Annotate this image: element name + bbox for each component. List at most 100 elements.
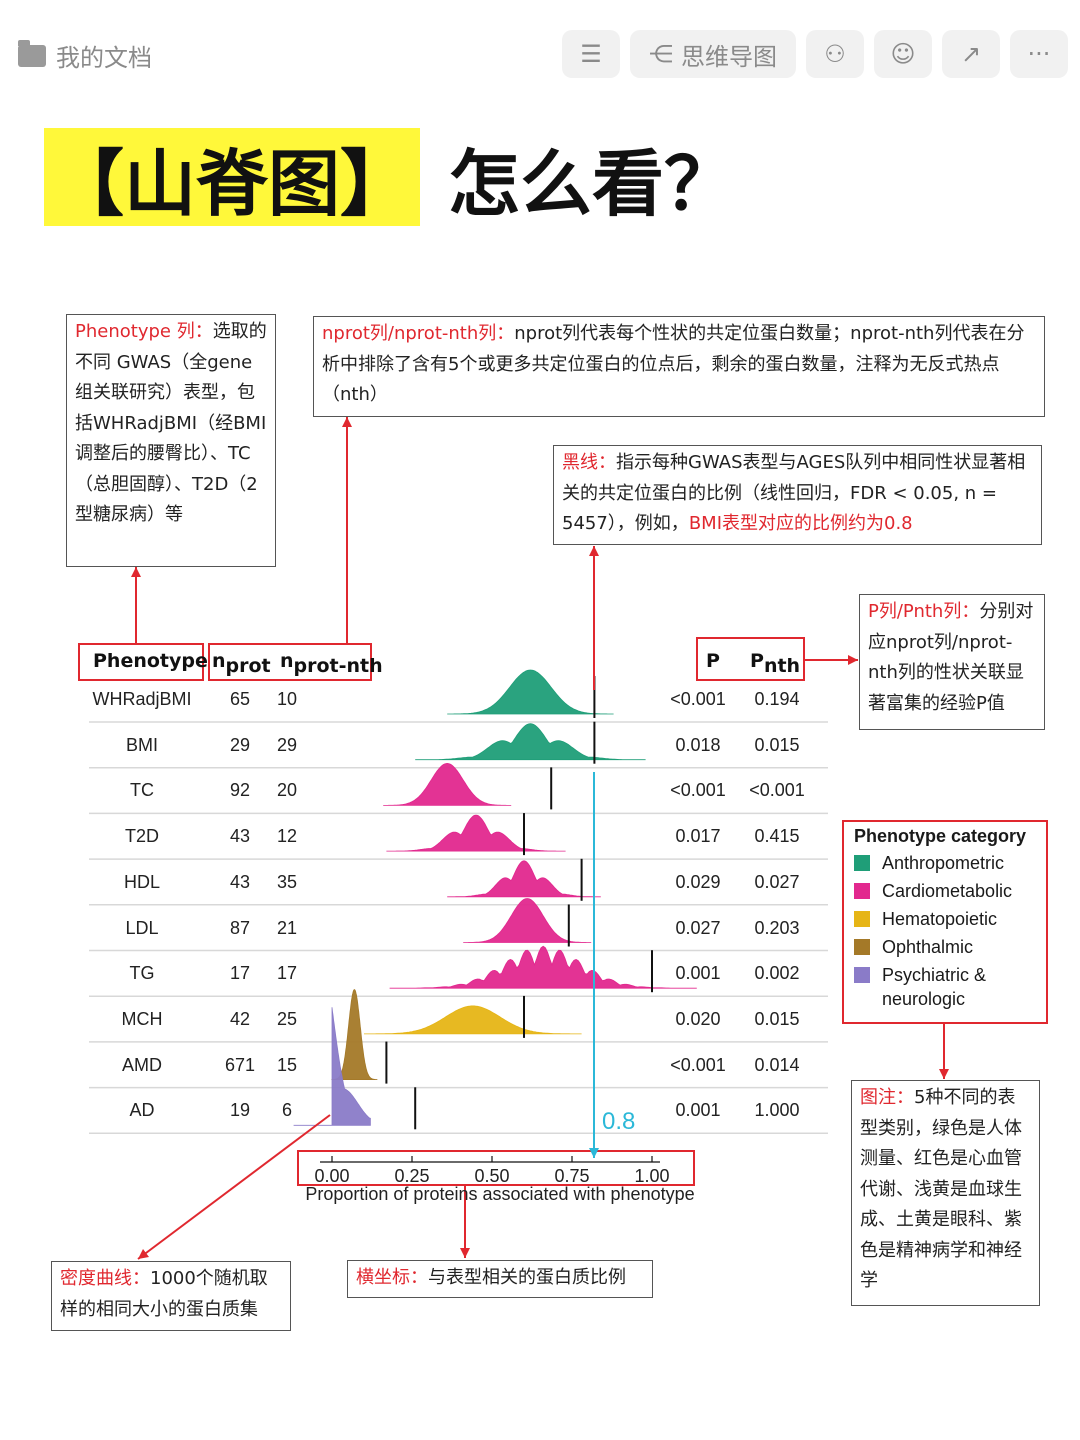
density-ridge-ldl [463,898,592,943]
x-tick-label: 1.00 [634,1166,669,1186]
collaborators-button[interactable]: ☺ [874,30,932,78]
header-nprot-nth: nprot-nth [280,650,383,677]
cell-p: <0.001 [670,780,726,801]
legend-label: Anthropometric [882,853,1005,873]
share-button[interactable]: ↗ [942,30,1000,78]
cell-nprot: 87 [229,917,251,938]
legend-item: Hematopoietic [854,907,1036,931]
cell-p-nth: 0.002 [754,963,800,984]
cell-nprot: 43 [229,871,251,892]
annotation-key: nprot列/nprot-nth列： [322,323,515,344]
cell-p-nth: 0.415 [754,826,800,847]
cell-nprot-nth: 25 [276,1008,298,1029]
breadcrumb[interactable]: 我的文档 [18,38,152,73]
annotation-legend-note: 图注：5种不同的表型类别，绿色是人体测量、红色是心血管代谢、浅黄是血球生成、土黄… [851,1080,1040,1306]
cell-p: 0.027 [675,917,721,938]
annotation-key: 图注： [860,1087,914,1108]
arrow-p-columns-head [848,655,858,665]
cell-p: 0.017 [675,826,721,847]
density-ridge-ad [293,1007,371,1126]
x-tick-label: 0.00 [314,1166,349,1186]
header-phenotype: Phenotype [93,650,208,672]
cell-p: 0.001 [675,963,721,984]
legend-item: Ophthalmic [854,935,1036,959]
x-tick-label: 0.50 [474,1166,509,1186]
cell-nprot-nth: 12 [276,826,298,847]
top-bar: 我的文档 ☰ ⋲ 思维导图 ⚇ ☺ ↗ ··· [0,0,1080,110]
annotation-text: 5种不同的表型类别，绿色是人体测量、红色是心血管代谢、浅黄是血球生成、土黄是眼科… [860,1087,1022,1291]
legend-item: Cardiometabolic [854,879,1036,903]
header-nprot-nth-sub: prot-nth [293,654,383,677]
legend-label: Ophthalmic [882,937,974,957]
annotation-text: 1000个随机取样的相同大小的蛋白质集 [60,1268,268,1320]
legend-swatch [854,883,870,899]
cell-nprot: 671 [224,1054,256,1075]
legend-swatch [854,967,870,983]
density-ridge-mch [364,1005,582,1035]
annotation-p-columns: P列/Pnth列：分别对应nprot列/nprot-nth列的性状关联显著富集的… [859,594,1045,730]
annotation-nprot: nprot列/nprot-nth列：nprot列代表每个性状的共定位蛋白数量；n… [313,316,1045,417]
header-nprot: nprot [212,650,271,677]
annotation-text: 指示每种GWAS表型与AGES队列中相同性状显著相关的共定位蛋白的比例（线性回归… [562,452,1026,534]
x-axis-label: Proportion of proteins associated with p… [305,1184,695,1204]
cell-phenotype: T2D [124,826,159,847]
mindmap-button[interactable]: ⋲ 思维导图 [630,30,796,78]
annotation-xaxis: 横坐标：与表型相关的蛋白质比例 [347,1260,653,1298]
cell-p: 0.018 [675,734,721,755]
cell-p: <0.001 [670,1054,726,1075]
arrow-black-line-head [589,546,599,556]
cell-nprot: 19 [229,1100,251,1121]
cell-p: 0.029 [675,871,721,892]
doc-label: 我的文档 [56,44,152,72]
density-ridge-bmi [415,723,646,761]
cell-p-nth: 0.015 [754,734,800,755]
header-pnth-sub: nth [763,654,801,677]
xaxis-highlight [297,1150,695,1186]
arrow-legend-note-head [939,1069,949,1079]
cell-phenotype: MCH [121,1008,163,1029]
outline-icon: ☰ [580,40,602,68]
annotation-text: nprot列代表每个性状的共定位蛋白数量；nprot-nth列代表在分析中排除了… [322,323,1025,405]
cell-p: 0.001 [675,1100,721,1121]
cell-nprot: 92 [229,780,251,801]
density-ridge-tg [389,945,697,989]
annotation-text: 选取的不同 GWAS（全gene组关联研究）表型，包括WHRadjBMI（经BM… [75,321,267,525]
annotation-black-line: 黑线：指示每种GWAS表型与AGES队列中相同性状显著相关的共定位蛋白的比例（线… [553,445,1042,545]
legend-label: Psychiatric & neurologic [882,965,987,1009]
arrow-density-head [138,1249,149,1259]
annotation-key: 黑线： [562,452,616,473]
phenotype-header-highlight [78,643,204,681]
arrow-density [137,1114,331,1260]
header-nprot-nth-n: n [280,650,294,672]
share-tree-button[interactable]: ⚇ [806,30,864,78]
annotation-text: 与表型相关的蛋白质比例 [428,1267,626,1288]
cell-nprot-nth: 35 [276,871,298,892]
nodes-icon: ⚇ [824,40,846,68]
cell-nprot: 29 [229,734,251,755]
header-pnth: Pnth [750,650,800,677]
legend-swatch [854,939,870,955]
more-button[interactable]: ··· [1010,30,1068,78]
cell-phenotype: AMD [122,1054,162,1075]
cell-p-nth: <0.001 [749,780,805,801]
annotation-text: 分别对应nprot列/nprot-nth列的性状关联显著富集的经验P值 [868,601,1034,714]
arrow-nprot-head [342,417,352,427]
density-ridge-t2d [386,814,566,852]
annotation-key: 横坐标： [356,1267,428,1288]
cell-nprot: 17 [229,963,251,984]
cell-p-nth: 0.014 [754,1054,800,1075]
cell-nprot-nth: 29 [276,734,298,755]
legend-label: Cardiometabolic [882,881,1013,901]
cell-p-nth: 1.000 [754,1100,800,1121]
cell-p-nth: 0.015 [754,1008,800,1029]
density-ridge-whradjbmi [447,669,614,715]
cell-p-nth: 0.194 [754,689,800,709]
outline-button[interactable]: ☰ [562,30,620,78]
density-ridge-tc [383,762,512,806]
annotation-highlight: BMI表型对应的比例约为0.8 [688,513,913,534]
header-nprot-n: n [212,650,226,672]
arrow-xaxis-head [460,1248,470,1258]
cell-nprot-nth: 10 [276,689,298,709]
page-title: 【山脊图】 怎么看？ [44,128,736,226]
